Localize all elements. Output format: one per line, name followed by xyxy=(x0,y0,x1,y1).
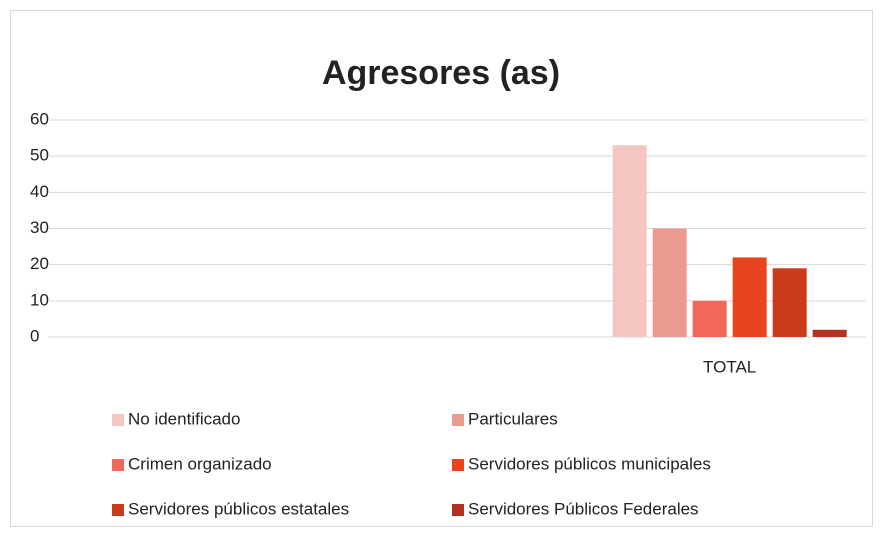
x-tick-label: TOTAL xyxy=(703,357,756,376)
chart-title: Agresores (as) xyxy=(322,54,560,92)
legend-swatch xyxy=(112,459,124,471)
legend-swatch xyxy=(452,504,464,516)
bar xyxy=(732,257,767,337)
y-tick-label: 40 xyxy=(30,182,49,201)
legend-label: No identificado xyxy=(128,409,240,428)
legend-swatch xyxy=(112,504,124,516)
legend-label: Particulares xyxy=(468,409,558,428)
legend-label: Servidores públicos estatales xyxy=(128,499,349,518)
legend-label: Servidores Públicos Federales xyxy=(468,499,699,518)
y-tick-label: 60 xyxy=(30,109,49,128)
legend-label: Servidores públicos municipales xyxy=(468,454,711,473)
legend-label: Crimen organizado xyxy=(128,454,272,473)
bar xyxy=(772,268,807,337)
y-tick-label: 50 xyxy=(30,146,49,165)
bar xyxy=(652,228,687,337)
legend-swatch xyxy=(112,414,124,426)
y-tick-label: 0 xyxy=(30,326,39,345)
bar xyxy=(812,329,847,337)
bar xyxy=(612,145,647,337)
chart-frame xyxy=(10,10,873,527)
y-tick-label: 20 xyxy=(30,254,49,273)
legend-swatch xyxy=(452,414,464,426)
legend-swatch xyxy=(452,459,464,471)
bar xyxy=(692,300,727,337)
y-tick-label: 10 xyxy=(30,290,49,309)
y-tick-label: 30 xyxy=(30,218,49,237)
